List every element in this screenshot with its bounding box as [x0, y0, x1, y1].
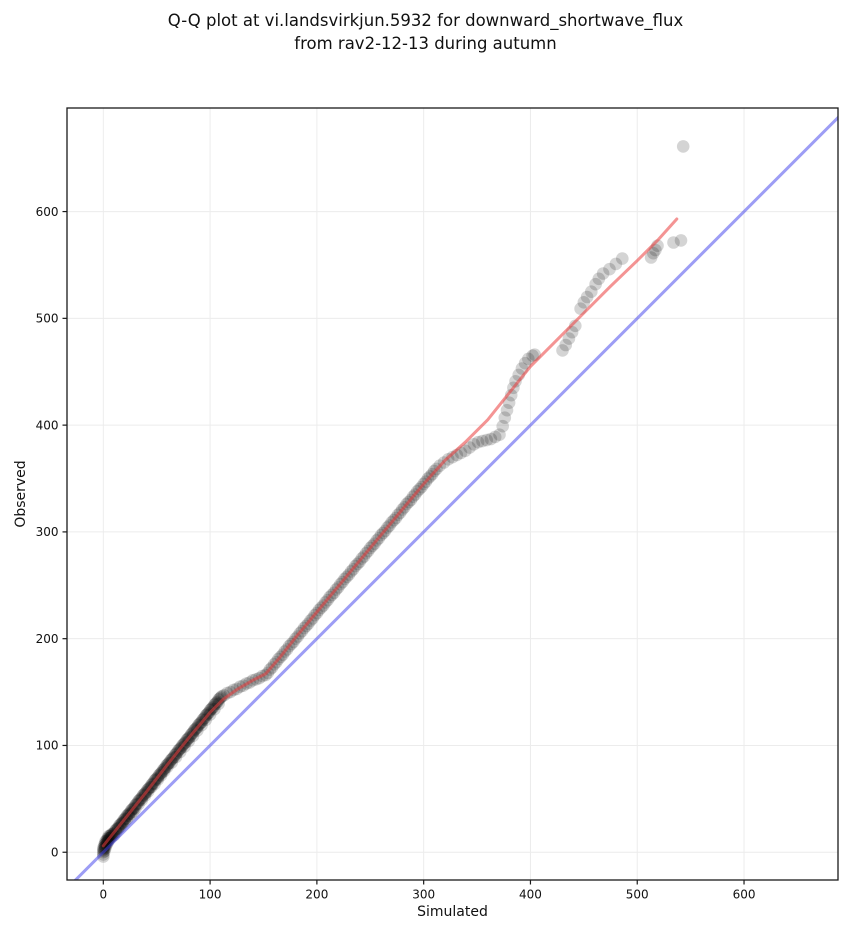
scatter-point — [596, 267, 610, 280]
tick-labels: 0 100 200 300 400 500 600 0 100 200 300 400 500 600 — [36, 205, 756, 902]
scatter-point — [509, 375, 522, 388]
scatter-point — [463, 441, 476, 454]
scatter-point — [592, 272, 606, 286]
scatter-point — [500, 403, 514, 417]
tick-marks — [62, 210, 745, 885]
scatter-point — [676, 140, 690, 153]
scatter-point — [467, 438, 481, 451]
y-axis-label: Observed — [13, 460, 29, 528]
scatter-point — [580, 290, 594, 304]
gridlines — [67, 108, 838, 880]
chart-title-line2: from rav2-12-13 during autumn — [294, 34, 557, 53]
identity-line — [73, 115, 838, 880]
scatter-point — [616, 252, 629, 265]
scatter-point — [498, 411, 512, 425]
x-tick-label: 0 — [99, 888, 107, 902]
scatter-point — [126, 805, 140, 818]
fit-line — [101, 217, 679, 848]
scatter-point — [647, 246, 660, 260]
scatter-point — [603, 262, 616, 276]
scatter-point — [210, 696, 223, 709]
scatter-point — [644, 251, 658, 264]
scatter-point — [446, 450, 459, 464]
scatter-point — [211, 695, 224, 708]
y-tick-label: 400 — [36, 418, 59, 432]
chart-title-line1: Q-Q plot at vi.landsvirkjun.5932 for dow… — [167, 11, 684, 30]
y-tick-label: 600 — [36, 205, 59, 219]
x-tick-label: 500 — [626, 888, 649, 902]
scatter-point — [97, 843, 110, 857]
scatter-point — [480, 433, 494, 447]
scatter-point — [502, 396, 516, 410]
scatter-point — [559, 338, 572, 352]
scatter-point — [585, 285, 598, 299]
x-tick-label: 100 — [199, 888, 222, 902]
scatter-point — [217, 689, 231, 702]
scatter-point — [471, 435, 485, 449]
scatter-point — [556, 344, 569, 357]
scatter-point — [674, 234, 688, 247]
scatter-point — [203, 703, 217, 717]
scatter-point — [459, 444, 472, 458]
scatter-point — [208, 698, 221, 712]
y-tick-label: 300 — [36, 525, 59, 539]
scatter-point — [493, 428, 506, 442]
scatter-point — [98, 842, 111, 856]
scatter-point — [476, 434, 489, 448]
scatter-point — [577, 296, 591, 309]
scatter-point — [207, 700, 220, 714]
scatter-point — [667, 236, 680, 249]
scatter-point — [609, 257, 623, 271]
x-tick-label: 200 — [305, 888, 328, 902]
y-tick-label: 200 — [36, 632, 59, 646]
scatter-point — [178, 740, 191, 753]
y-tick-label: 0 — [51, 845, 59, 859]
x-axis-label: Simulated — [417, 904, 488, 920]
scatter-point — [97, 848, 110, 861]
scatter-point — [186, 729, 200, 743]
scatter-point — [589, 277, 602, 291]
y-tick-label: 100 — [36, 739, 59, 753]
scatter-point — [526, 349, 539, 363]
x-tick-label: 600 — [733, 888, 756, 902]
plot-border — [66, 107, 839, 881]
x-tick-label: 300 — [412, 888, 435, 902]
scatter-point — [488, 430, 502, 444]
scatter-point — [562, 332, 576, 345]
chart-title: Q-Q plot at vi.landsvirkjun.5932 for dow… — [40, 9, 811, 55]
scatter-point — [220, 686, 234, 700]
scatter-point — [522, 352, 535, 366]
scatter-point — [209, 697, 222, 711]
x-tick-label: 400 — [519, 888, 542, 902]
scatter-point — [496, 419, 510, 433]
scatter-point — [484, 432, 498, 446]
scatter-point — [173, 745, 187, 759]
scatter-point — [205, 701, 219, 715]
scatter-point — [518, 356, 532, 370]
y-tick-label: 500 — [36, 312, 59, 326]
scatter-points — [97, 140, 690, 863]
